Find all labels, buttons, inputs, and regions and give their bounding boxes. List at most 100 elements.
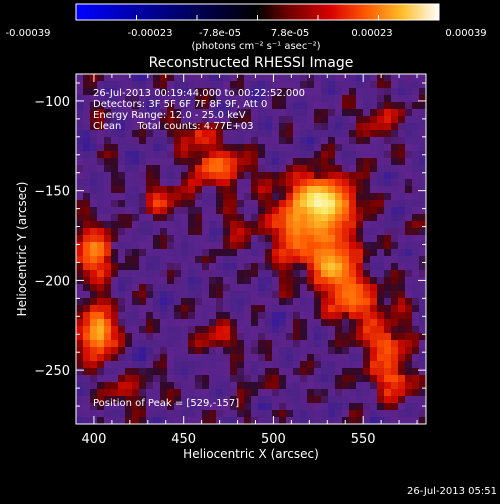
colorbar-tick-labels: -0.00039 -0.00023 -7.8e-05 7.8e-05 0.000…	[6, 28, 487, 39]
heatmap-cell	[153, 354, 161, 362]
heatmap-cell	[419, 109, 426, 117]
heatmap-cell	[363, 361, 371, 369]
heatmap-cell	[83, 158, 91, 166]
heatmap-cell	[349, 179, 357, 187]
heatmap-cell	[223, 403, 231, 411]
heatmap-cell	[384, 74, 392, 82]
heatmap-cell	[104, 109, 112, 117]
heatmap-cell	[153, 165, 161, 173]
heatmap-cell	[146, 389, 154, 397]
heatmap-cell	[181, 340, 189, 348]
heatmap-cell	[132, 137, 140, 145]
heatmap-cell	[314, 193, 322, 201]
heatmap-cell	[321, 74, 329, 82]
heatmap-cell	[167, 284, 175, 292]
heatmap-cell	[356, 74, 364, 82]
heatmap-cell	[118, 326, 126, 334]
heatmap-cell	[174, 144, 182, 152]
heatmap-cell	[286, 270, 294, 278]
heatmap-cell	[230, 263, 238, 271]
heatmap-cell	[244, 151, 252, 159]
heatmap-cell	[342, 214, 350, 222]
heatmap-cell	[83, 200, 91, 208]
heatmap-cell	[181, 95, 189, 103]
heatmap-cell	[202, 74, 210, 82]
heatmap-cell	[174, 102, 182, 110]
heatmap-cell	[146, 403, 154, 411]
colorbar-tick-label-2: -7.8e-05	[199, 28, 241, 39]
heatmap-cell	[237, 263, 245, 271]
heatmap-cell	[83, 102, 91, 110]
heatmap-cell	[90, 130, 98, 138]
heatmap-cell	[419, 193, 426, 201]
heatmap-cell	[104, 403, 112, 411]
heatmap-cell	[188, 123, 196, 131]
heatmap-cell	[111, 354, 119, 362]
heatmap-cell	[202, 298, 210, 306]
heatmap-cell	[349, 81, 357, 89]
heatmap-cell	[132, 410, 140, 418]
heatmap-cell	[104, 319, 112, 327]
heatmap-cell	[153, 74, 161, 82]
heatmap-cell	[167, 382, 175, 390]
heatmap-cell	[405, 417, 413, 424]
heatmap-cell	[258, 319, 266, 327]
heatmap-cell	[251, 291, 259, 299]
heatmap-cell	[209, 319, 217, 327]
heatmap-cell	[272, 382, 280, 390]
heatmap-cell	[391, 382, 399, 390]
heatmap-cell	[272, 347, 280, 355]
heatmap-cell	[272, 410, 280, 418]
heatmap-cell	[384, 165, 392, 173]
heatmap-cell	[391, 193, 399, 201]
heatmap-cell	[244, 277, 252, 285]
heatmap-cell	[279, 382, 287, 390]
heatmap-cell	[104, 263, 112, 271]
heatmap-cell	[216, 123, 224, 131]
heatmap-cell	[76, 116, 84, 124]
heatmap-cell	[244, 249, 252, 257]
heatmap-cell	[405, 312, 413, 320]
heatmap-cell	[209, 130, 217, 138]
heatmap-cell	[174, 340, 182, 348]
heatmap-cell	[258, 123, 266, 131]
heatmap-cell	[342, 123, 350, 131]
heatmap-cell	[97, 312, 105, 320]
heatmap-cell	[398, 165, 406, 173]
heatmap-cell	[293, 221, 301, 229]
heatmap-cell	[90, 326, 98, 334]
heatmap-cell	[293, 179, 301, 187]
heatmap-cell	[363, 116, 371, 124]
heatmap-cell	[272, 179, 280, 187]
heatmap-cell	[146, 277, 154, 285]
heatmap-cell	[251, 417, 259, 424]
heatmap-cell	[118, 284, 126, 292]
heatmap-cell	[209, 214, 217, 222]
heatmap-cell	[342, 242, 350, 250]
heatmap-cell	[377, 249, 385, 257]
heatmap-cell	[412, 242, 420, 250]
heatmap-cell	[167, 81, 175, 89]
heatmap-cell	[216, 326, 224, 334]
heatmap-cell	[160, 389, 168, 397]
heatmap-cell	[398, 186, 406, 194]
heatmap-cell	[209, 74, 217, 82]
heatmap-cell	[209, 333, 217, 341]
heatmap-cell	[405, 116, 413, 124]
heatmap-cell	[83, 319, 91, 327]
heatmap-cell	[307, 340, 315, 348]
heatmap-cell	[216, 305, 224, 313]
heatmap-cell	[111, 193, 119, 201]
heatmap-cell	[391, 235, 399, 243]
heatmap-cell	[216, 291, 224, 299]
heatmap-cell	[118, 130, 126, 138]
heatmap-cell	[328, 368, 336, 376]
heatmap-cell	[412, 123, 420, 131]
heatmap-cell	[146, 81, 154, 89]
heatmap-cell	[251, 109, 259, 117]
heatmap-cell	[153, 109, 161, 117]
heatmap-cell	[335, 102, 343, 110]
heatmap-cell	[125, 74, 133, 82]
heatmap-cell	[363, 81, 371, 89]
heatmap-cell	[223, 298, 231, 306]
